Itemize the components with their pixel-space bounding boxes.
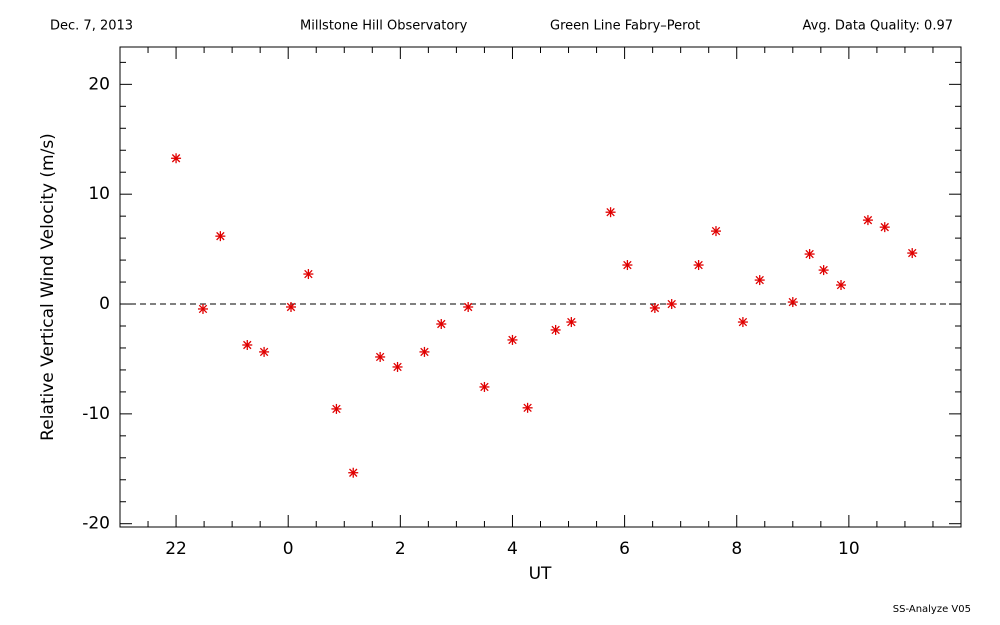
observatory: Millstone Hill Observatory <box>300 19 468 34</box>
data-point <box>879 222 890 233</box>
data-point <box>522 402 533 413</box>
data-point <box>787 297 798 308</box>
data-point <box>197 303 208 314</box>
data-point <box>754 275 765 286</box>
y-tick-label: 20 <box>88 74 110 94</box>
data-point <box>419 346 430 357</box>
date: Dec. 7, 2013 <box>50 19 133 34</box>
data-point <box>242 339 253 350</box>
data-point <box>303 269 314 280</box>
data-point <box>375 351 386 362</box>
x-tick-label: 6 <box>619 539 630 559</box>
data-point <box>463 301 474 312</box>
data-point <box>286 301 297 312</box>
x-tick-label: 8 <box>731 539 742 559</box>
data-point <box>804 249 815 260</box>
data-point <box>818 265 829 276</box>
data-point <box>862 215 873 226</box>
x-tick-label: 10 <box>838 539 860 559</box>
y-tick-label: 0 <box>99 294 110 314</box>
data-point <box>666 299 677 310</box>
data-point <box>710 226 721 237</box>
data-point <box>392 361 403 372</box>
data-point <box>507 334 518 345</box>
data-point <box>836 280 847 291</box>
y-tick-label: 10 <box>88 184 110 204</box>
data-point <box>649 302 660 313</box>
data-point <box>436 319 447 330</box>
y-axis-label: Relative Vertical Wind Velocity (m/s) <box>38 133 58 441</box>
y-tick-label: -10 <box>82 404 110 424</box>
data-point <box>331 403 342 414</box>
data-quality: Avg. Data Quality: 0.97 <box>803 19 953 34</box>
data-point <box>171 153 182 164</box>
data-point <box>737 317 748 328</box>
y-tick-label: -20 <box>82 514 110 534</box>
data-point <box>622 260 633 271</box>
data-point <box>479 381 490 392</box>
data-point <box>550 324 561 335</box>
data-point <box>348 467 359 478</box>
data-point <box>693 260 704 271</box>
data-point <box>215 231 226 242</box>
data-point <box>566 317 577 328</box>
data-point <box>907 248 918 259</box>
data-point <box>605 207 616 218</box>
data-point <box>259 346 270 357</box>
x-tick-label: 0 <box>283 539 294 559</box>
instrument: Green Line Fabry–Perot <box>550 19 700 34</box>
x-tick-label: 2 <box>395 539 406 559</box>
footer: SS-Analyze V05 <box>893 604 971 615</box>
x-tick-label: 22 <box>165 539 187 559</box>
x-tick-label: 4 <box>507 539 518 559</box>
x-axis-label: UT <box>529 564 552 584</box>
